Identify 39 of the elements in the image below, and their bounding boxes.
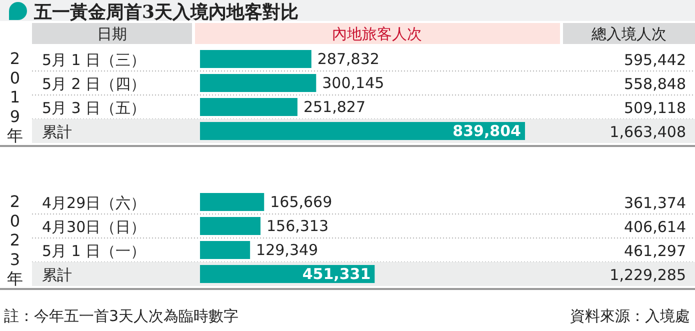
bar [200, 50, 312, 68]
text: 1,229,285 [610, 266, 686, 284]
y-axis-title: 日期 [97, 25, 127, 43]
data-label: 165,669 [270, 193, 332, 211]
data-label: 251,827 [303, 98, 366, 116]
y-tick-label: 累計 [42, 123, 72, 141]
y-tick-label: 4月30日（日） [42, 218, 146, 236]
bar [200, 217, 260, 235]
data-label: 839,804 [452, 122, 521, 140]
text: 406,614 [624, 218, 686, 236]
text: 361,374 [624, 194, 686, 212]
data-label: 129,349 [256, 241, 318, 259]
text: 558,848 [624, 75, 686, 93]
data-label: 300,145 [322, 74, 384, 92]
bar [200, 122, 525, 140]
y-tick-label: 4月29日（六） [42, 194, 146, 212]
text: 461,297 [624, 242, 686, 260]
text: 1,663,408 [610, 123, 686, 141]
text: 2023年 [7, 192, 23, 288]
text: 總入境人次 [590, 25, 666, 43]
data-label: 156,313 [266, 217, 329, 235]
text: 595,442 [624, 51, 686, 69]
source-note: 資料來源：入境處 [570, 307, 690, 325]
data-label: 451,331 [302, 265, 371, 283]
y-tick-label: 5月 3 日（五） [42, 99, 146, 117]
y-tick-label: 5月 1 日（一） [42, 242, 146, 260]
text: 註：今年五一首3天人次為臨時數字 [4, 307, 239, 325]
y-tick-label: 累計 [42, 266, 72, 284]
bar [200, 74, 316, 92]
bar [200, 241, 250, 259]
bar [200, 98, 298, 116]
y-tick-label: 5月 1 日（三） [42, 51, 146, 69]
bar [200, 193, 264, 211]
chart-title: 五一黃金周首3天入境內地客對比 [33, 2, 299, 23]
y-tick-label: 5月 2 日（四） [42, 75, 146, 93]
text: 2019年 [7, 49, 23, 145]
text: 509,118 [624, 99, 686, 117]
series-label: 內地旅客人次 [332, 25, 422, 43]
data-label: 287,832 [317, 50, 380, 68]
